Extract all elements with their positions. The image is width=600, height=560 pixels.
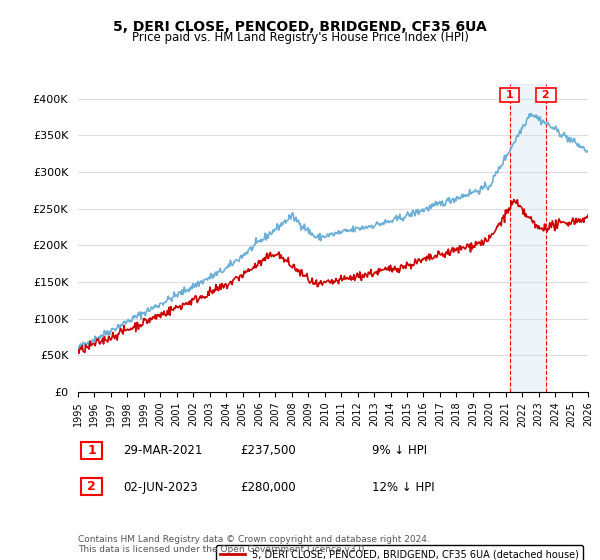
Text: £280,000: £280,000 bbox=[240, 480, 296, 494]
Text: 2: 2 bbox=[538, 90, 553, 100]
FancyBboxPatch shape bbox=[80, 442, 102, 459]
Text: 2: 2 bbox=[87, 480, 96, 493]
Text: 02-JUN-2023: 02-JUN-2023 bbox=[123, 480, 197, 494]
Bar bbox=[509, 84, 545, 392]
FancyBboxPatch shape bbox=[80, 478, 102, 495]
Text: £237,500: £237,500 bbox=[240, 444, 296, 458]
Text: 12% ↓ HPI: 12% ↓ HPI bbox=[372, 480, 434, 494]
Text: 1: 1 bbox=[87, 444, 96, 457]
Text: 5, DERI CLOSE, PENCOED, BRIDGEND, CF35 6UA: 5, DERI CLOSE, PENCOED, BRIDGEND, CF35 6… bbox=[113, 20, 487, 34]
Text: 9% ↓ HPI: 9% ↓ HPI bbox=[372, 444, 427, 458]
Text: 1: 1 bbox=[502, 90, 517, 100]
Text: Price paid vs. HM Land Registry's House Price Index (HPI): Price paid vs. HM Land Registry's House … bbox=[131, 31, 469, 44]
Text: 29-MAR-2021: 29-MAR-2021 bbox=[123, 444, 202, 458]
Legend: 5, DERI CLOSE, PENCOED, BRIDGEND, CF35 6UA (detached house), HPI: Average price,: 5, DERI CLOSE, PENCOED, BRIDGEND, CF35 6… bbox=[217, 545, 583, 560]
Text: Contains HM Land Registry data © Crown copyright and database right 2024.
This d: Contains HM Land Registry data © Crown c… bbox=[78, 535, 430, 554]
